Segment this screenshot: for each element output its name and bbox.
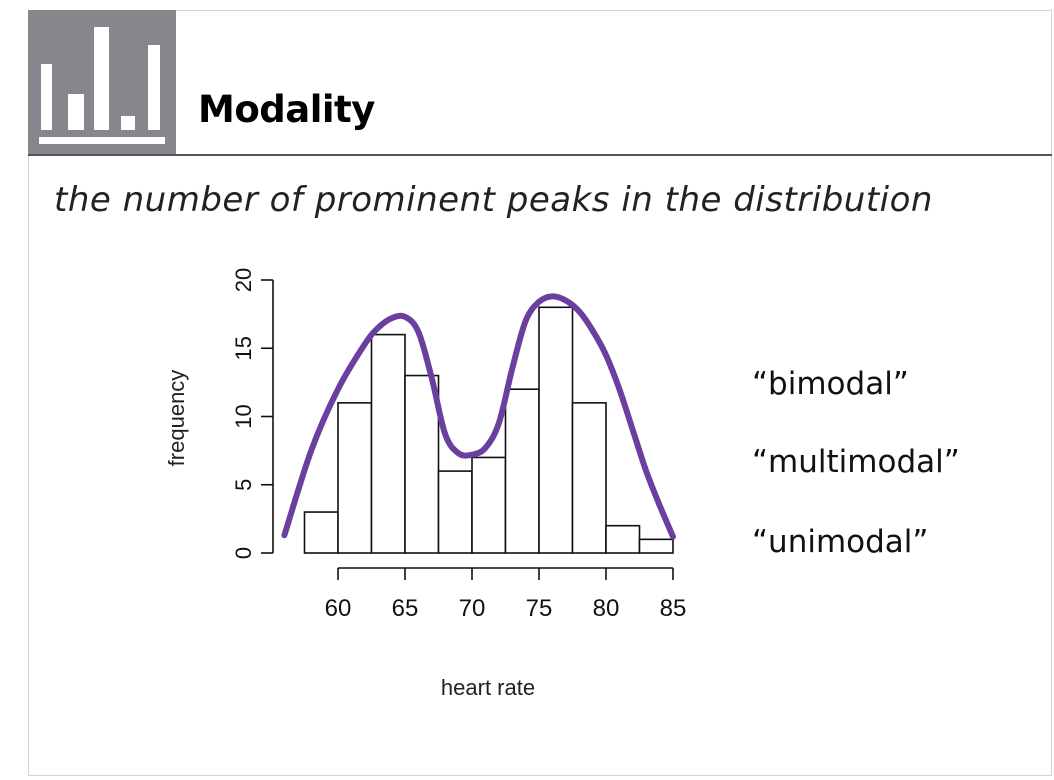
histogram-bar bbox=[303, 511, 339, 554]
y-tick-label: 15 bbox=[231, 336, 256, 360]
page-subtitle: the number of prominent peaks in the dis… bbox=[54, 180, 933, 220]
y-axis-label: frequency bbox=[164, 370, 189, 467]
x-tick-label: 75 bbox=[526, 595, 553, 622]
y-tick-label: 0 bbox=[231, 547, 256, 559]
histogram-chart: 0 5 10 15 20 60 65 70 75 80 85 heart rate frequency bbox=[164, 268, 687, 700]
title-divider bbox=[28, 154, 1052, 156]
x-tick-label: 70 bbox=[459, 595, 486, 622]
histogram-bar bbox=[337, 402, 373, 554]
histogram-bar bbox=[638, 538, 674, 554]
x-tick-label: 65 bbox=[392, 595, 419, 622]
page-title: Modality bbox=[198, 88, 375, 131]
label-multimodal: “multimodal” bbox=[752, 444, 960, 480]
histogram-bar bbox=[571, 402, 607, 554]
histogram-bar bbox=[370, 333, 406, 554]
label-bimodal: “bimodal” bbox=[752, 366, 909, 402]
x-axis-label: heart rate bbox=[441, 675, 535, 700]
histogram-bar bbox=[504, 388, 540, 554]
x-tick-label: 85 bbox=[660, 595, 687, 622]
histogram-bar bbox=[538, 306, 574, 554]
histogram-bar bbox=[471, 456, 507, 554]
logo bbox=[28, 10, 176, 155]
y-tick-label: 20 bbox=[231, 268, 256, 292]
bar-chart-icon bbox=[39, 27, 165, 144]
density-curve bbox=[281, 293, 676, 540]
y-tick-label: 10 bbox=[231, 404, 256, 428]
label-unimodal: “unimodal” bbox=[752, 524, 929, 560]
x-tick-label: 60 bbox=[325, 595, 352, 622]
histogram-bar bbox=[404, 374, 440, 554]
y-tick-label: 5 bbox=[231, 479, 256, 491]
x-tick-label: 80 bbox=[593, 595, 620, 622]
histogram-bar bbox=[605, 524, 641, 554]
histogram-bar bbox=[437, 470, 473, 554]
